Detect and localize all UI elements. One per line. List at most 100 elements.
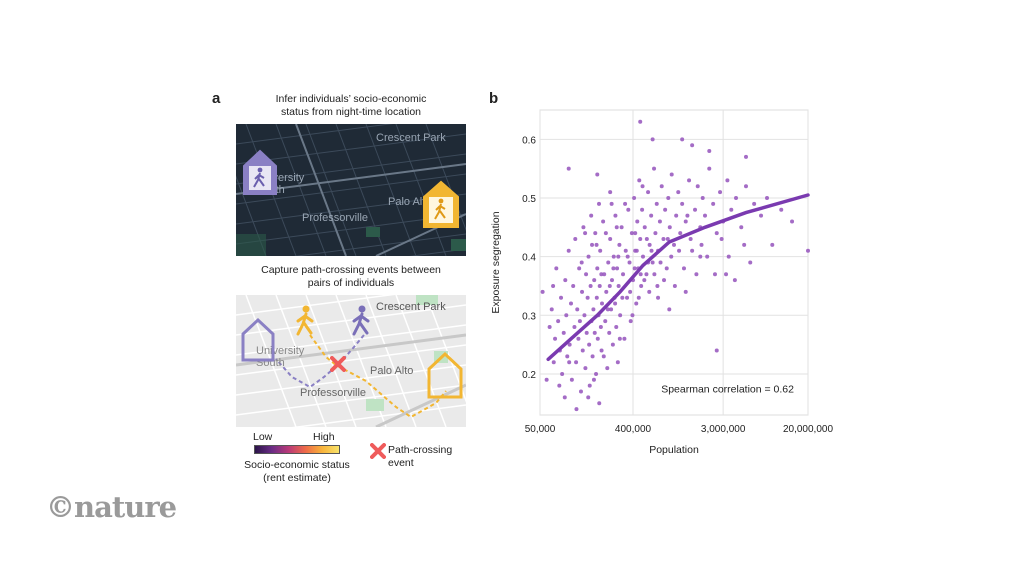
- bottom-caption-line2: pairs of individuals: [307, 277, 395, 289]
- day-map-streets: [236, 295, 466, 427]
- data-point: [589, 213, 594, 218]
- data-point: [726, 254, 731, 259]
- data-point: [690, 248, 695, 253]
- data-point: [655, 283, 660, 288]
- data-point: [690, 143, 695, 148]
- x-axis-label: Population: [649, 444, 699, 456]
- data-point: [652, 166, 657, 171]
- data-point: [634, 301, 639, 306]
- data-point: [672, 283, 677, 288]
- data-point: [707, 149, 712, 154]
- data-point: [597, 401, 602, 406]
- data-point: [594, 242, 599, 247]
- night-map-palo-alto: Palo Alto: [388, 196, 432, 208]
- legend-event-line1: Path-crossing: [388, 444, 453, 456]
- night-map-professorville: Professorville: [302, 212, 369, 224]
- data-point: [647, 242, 652, 247]
- y-tick-label: 0.2: [522, 370, 536, 381]
- data-point: [599, 348, 604, 353]
- data-point: [634, 248, 639, 253]
- data-point: [594, 295, 599, 300]
- data-point: [633, 231, 638, 236]
- data-point: [598, 248, 603, 253]
- data-point: [678, 231, 683, 236]
- x-tick-label: 400,000: [615, 424, 652, 435]
- data-point: [653, 231, 658, 236]
- data-point: [759, 213, 764, 218]
- data-point: [590, 242, 595, 247]
- data-point: [615, 266, 620, 271]
- data-point: [613, 301, 618, 306]
- data-point: [594, 371, 599, 376]
- data-point: [632, 266, 637, 271]
- data-point: [621, 272, 626, 277]
- data-point: [638, 237, 643, 242]
- data-point: [605, 366, 610, 371]
- legend-status-line2: (rent estimate): [263, 472, 331, 484]
- data-point: [585, 295, 590, 300]
- data-point: [652, 272, 657, 277]
- data-point: [604, 289, 609, 294]
- data-point: [601, 354, 606, 359]
- data-point: [687, 178, 692, 183]
- data-point: [739, 225, 744, 230]
- data-point: [628, 319, 633, 324]
- data-point: [729, 207, 734, 212]
- data-point: [742, 242, 747, 247]
- data-point: [556, 319, 561, 324]
- data-point: [674, 213, 679, 218]
- data-point: [667, 225, 672, 230]
- y-axis-label: Exposure segregation: [490, 211, 502, 313]
- data-point: [579, 260, 584, 265]
- data-point: [650, 137, 655, 142]
- data-point: [559, 295, 564, 300]
- data-point: [591, 377, 596, 382]
- data-point: [724, 272, 729, 277]
- data-point: [703, 213, 708, 218]
- low-status-home-icon: [243, 149, 277, 195]
- data-point: [620, 295, 625, 300]
- data-point: [695, 184, 700, 189]
- data-point: [576, 336, 581, 341]
- data-point: [566, 248, 571, 253]
- data-point: [616, 283, 621, 288]
- data-point: [683, 289, 688, 294]
- data-point: [597, 283, 602, 288]
- data-point: [680, 201, 685, 206]
- data-point: [790, 219, 795, 224]
- data-point: [681, 266, 686, 271]
- x-tick-label: 50,000: [525, 424, 556, 435]
- data-point: [609, 278, 614, 283]
- data-point: [659, 184, 664, 189]
- data-point: [743, 184, 748, 189]
- data-point: [567, 360, 572, 365]
- chart-axes: 0.2 0.3 0.4 0.5 0.6 50,000 400,000 3,000,000 20,…: [490, 135, 833, 456]
- data-point: [595, 336, 600, 341]
- y-tick-label: 0.3: [522, 311, 536, 322]
- data-point: [707, 166, 712, 171]
- data-point: [590, 354, 595, 359]
- data-point: [544, 377, 549, 382]
- day-map-university: University South: [256, 345, 304, 369]
- data-point: [628, 289, 633, 294]
- bottom-caption-line1: Capture path-crossing events between: [261, 264, 441, 276]
- data-point: [693, 207, 698, 212]
- top-caption-line2: status from night-time location: [280, 106, 422, 118]
- data-point: [571, 283, 576, 288]
- data-point: [572, 325, 577, 330]
- data-point: [565, 354, 570, 359]
- data-point: [595, 266, 600, 271]
- y-tick-label: 0.6: [522, 135, 536, 146]
- data-point: [644, 272, 649, 277]
- data-point: [603, 231, 608, 236]
- data-point: [586, 395, 591, 400]
- data-point: [614, 325, 619, 330]
- data-point: [640, 254, 645, 259]
- data-point: [563, 278, 568, 283]
- data-point: [640, 207, 645, 212]
- data-point: [698, 254, 703, 259]
- data-point: [573, 237, 578, 242]
- data-point: [610, 342, 615, 347]
- socio-economic-gradient-bar: [254, 445, 340, 454]
- data-point: [630, 313, 635, 318]
